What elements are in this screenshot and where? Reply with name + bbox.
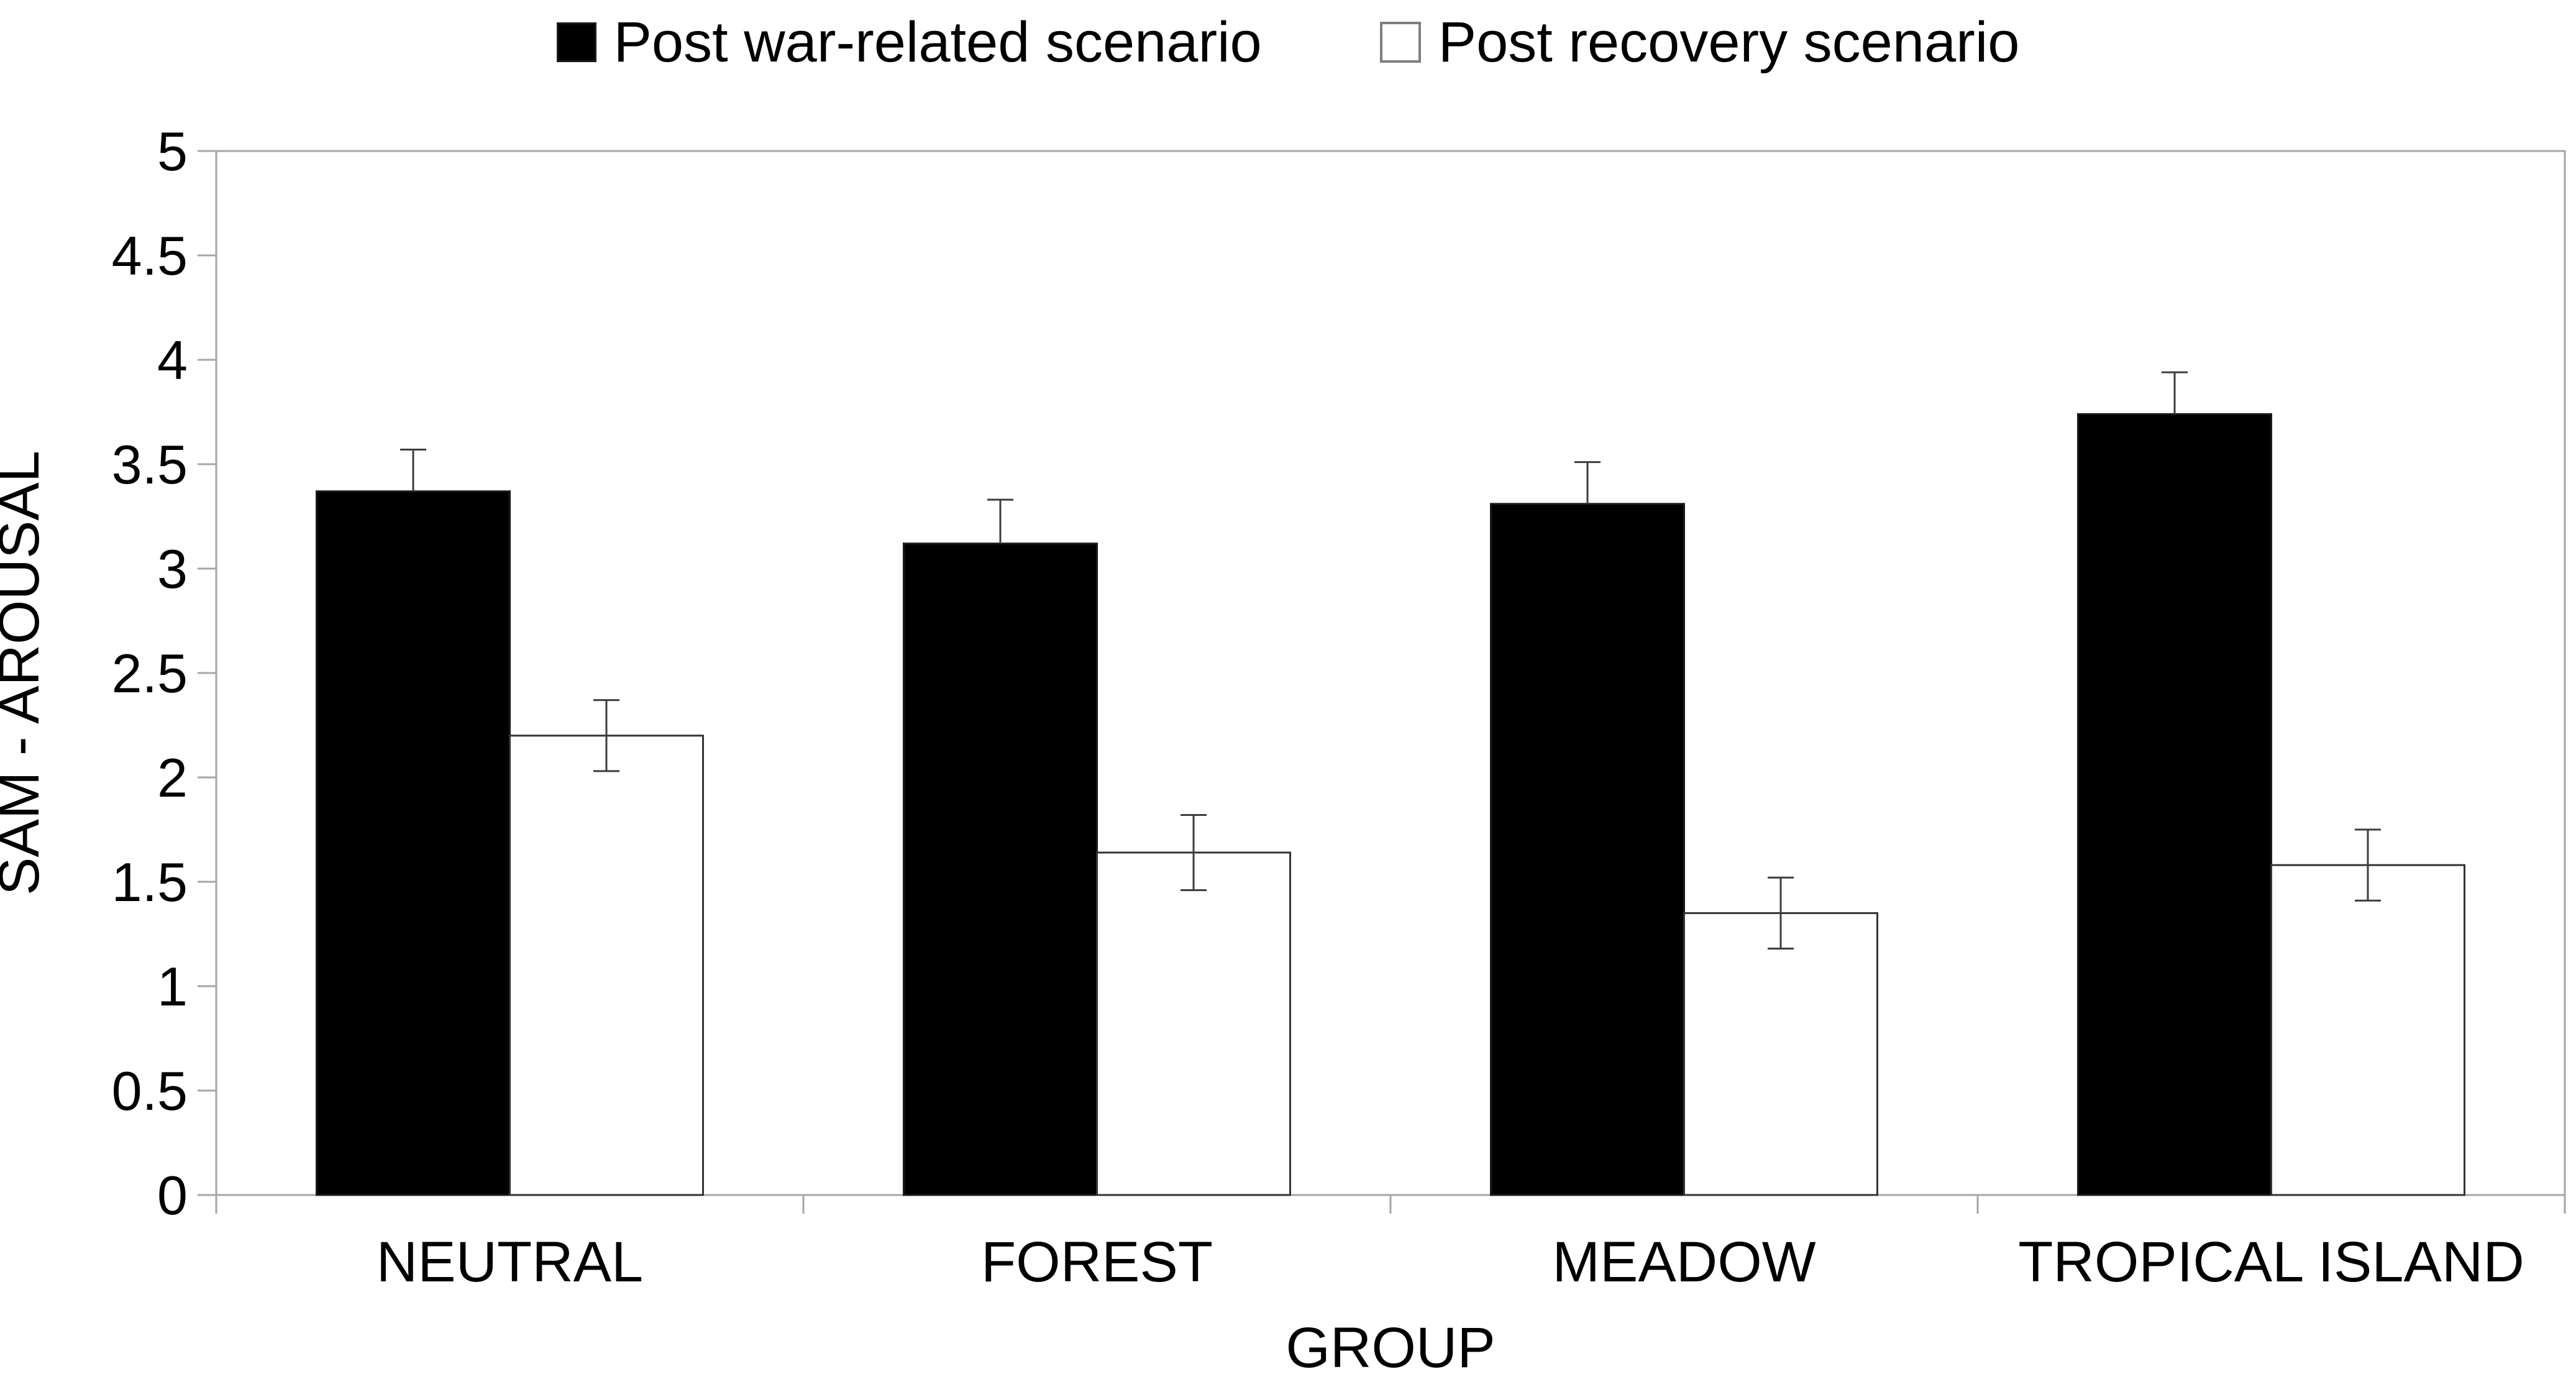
y-tick-label: 3 [157,538,188,600]
bar-meadow-post-recovery-scenario [1683,912,1878,1196]
bar-meadow-post-war-related-scenario [1490,503,1685,1196]
y-tick-label: 0 [157,1165,188,1226]
x-category-label-neutral: NEUTRAL [377,1230,643,1294]
y-tick-label: 4.5 [112,225,188,286]
y-axis-title: SAM - AROUSAL [0,451,51,895]
bar-forest-post-recovery-scenario [1096,851,1291,1196]
bar-neutral-post-war-related-scenario [316,490,511,1196]
x-category-label-forest: FOREST [981,1230,1213,1294]
y-tick-label: 5 [157,121,188,182]
y-tick-label: 3.5 [112,434,188,495]
legend-swatch-filled-icon [556,22,596,62]
y-tick-label: 0.5 [112,1060,188,1122]
legend-label-post-recovery: Post recovery scenario [1438,10,2020,74]
x-axis-title: GROUP [1286,1316,1495,1380]
legend-swatch-outline-icon [1379,22,1421,63]
bar-neutral-post-recovery-scenario [509,735,704,1196]
bar-tropical-island-post-recovery-scenario [2270,864,2465,1196]
y-tick-label: 1 [157,956,188,1017]
x-category-label-meadow: MEADOW [1552,1230,1816,1294]
bar-forest-post-war-related-scenario [903,542,1098,1196]
y-tick-label: 4 [157,329,188,391]
y-tick-label: 2.5 [112,643,188,704]
legend-item-post-war: Post war-related scenario [556,10,1262,75]
legend-label-post-war: Post war-related scenario [613,10,1262,74]
y-tick-label: 2 [157,747,188,808]
bar-tropical-island-post-war-related-scenario [2077,413,2272,1196]
y-tick-label: 1.5 [112,851,188,913]
legend: Post war-related scenario Post recovery … [0,5,2576,80]
legend-item-post-recovery: Post recovery scenario [1379,10,2020,75]
x-category-label-tropical-island: TROPICAL ISLAND [2018,1230,2524,1294]
